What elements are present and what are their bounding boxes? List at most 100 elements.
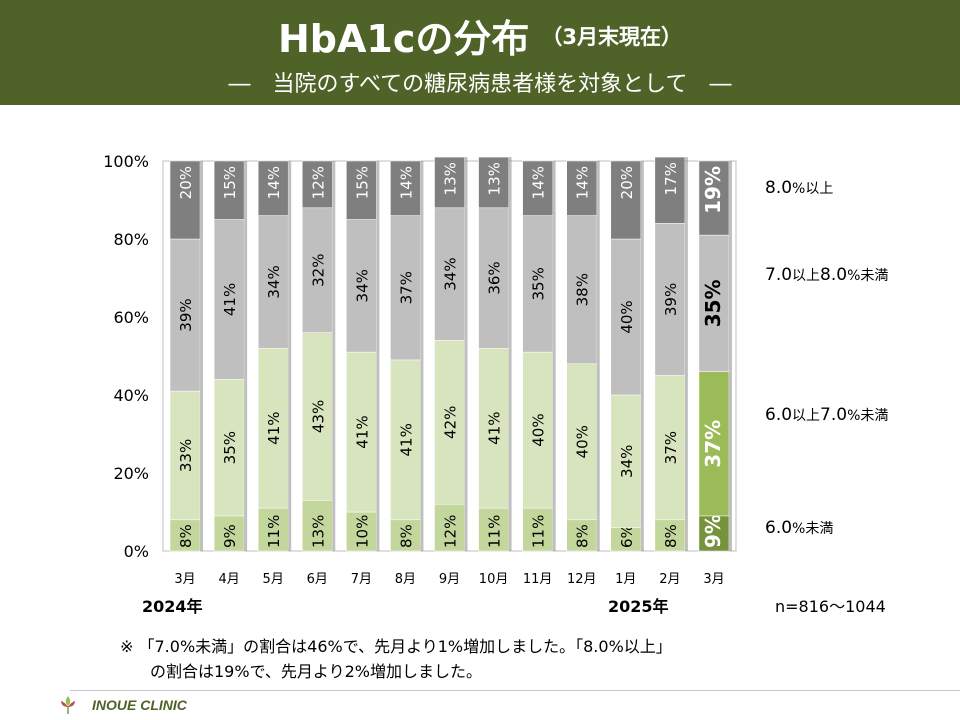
- bar-segment: [257, 507, 289, 552]
- y-tick-label: 40%: [113, 386, 149, 405]
- bar-value-label: 37%: [662, 431, 680, 464]
- bar-segment: [522, 351, 553, 509]
- bar-value-label: 11%: [265, 515, 283, 548]
- bar-shadow: [288, 161, 292, 216]
- bar-segment: [654, 519, 686, 552]
- clinic-logo-icon: [61, 696, 75, 714]
- bar-value-label: 34%: [353, 269, 371, 302]
- bar-segment: [169, 160, 201, 240]
- bar-value-label: 15%: [353, 166, 371, 199]
- legend-7to8-num2: 8.0: [820, 265, 848, 285]
- page-subtitle: ― 当院のすべての糖尿病患者様を対象として ―: [228, 72, 732, 97]
- bar-shadow: [332, 500, 336, 551]
- bar-segment: [698, 515, 730, 552]
- bar-value-label: 14%: [530, 166, 548, 199]
- bar-shadow: [728, 515, 732, 551]
- bar-shadow: [244, 515, 248, 551]
- legend-6to7: 6.0以上7.0%未満: [765, 405, 888, 425]
- bar-value-label: 41%: [397, 423, 415, 456]
- bar-shadow: [464, 340, 468, 505]
- bar-shadow: [332, 332, 336, 501]
- bar-value-label: 41%: [221, 283, 239, 316]
- bar-value-label: 43%: [309, 400, 327, 433]
- bar-shadow: [640, 527, 644, 551]
- summary-note: ※ 「7.0%未満」の割合は46%で、先月より1%増加しました。「8.0%以上」…: [120, 634, 672, 684]
- y-tick-label: 80%: [113, 230, 149, 249]
- bar-value-label: 37%: [701, 420, 725, 468]
- bar-value-label: 32%: [309, 254, 327, 287]
- bar-shadow: [508, 207, 512, 349]
- bar-shadow: [376, 512, 380, 551]
- bar-shadow: [552, 352, 556, 509]
- bar-shadow: [288, 508, 292, 551]
- clinic-name: INOUE CLINIC: [92, 697, 187, 713]
- bar-segment: [346, 511, 377, 552]
- bar-shadow: [684, 375, 688, 520]
- bar-shadow: [420, 161, 424, 216]
- bar-value-label: 8%: [177, 524, 195, 548]
- bar-value-label: 19%: [701, 166, 725, 214]
- bar-value-label: 38%: [574, 273, 592, 306]
- bar-segment: [302, 160, 333, 209]
- bar-shadow: [684, 223, 688, 376]
- bar-segment: [390, 359, 421, 521]
- bar-value-label: 13%: [486, 162, 504, 195]
- bar-value-label: 20%: [177, 166, 195, 199]
- bar-segment: [169, 519, 201, 552]
- bar-shadow: [376, 219, 380, 353]
- bar-segment: [302, 500, 333, 552]
- bar-value-label: 33%: [177, 439, 195, 472]
- bar-value-label: 14%: [265, 166, 283, 199]
- bar-value-label: 8%: [397, 524, 415, 548]
- footer-divider: [70, 690, 960, 691]
- bar-shadow: [728, 371, 732, 516]
- legend-6to7-num1: 6.0: [765, 405, 793, 425]
- bar-value-label: 40%: [618, 300, 636, 333]
- bar-shadow: [420, 215, 424, 360]
- bar-value-label: 40%: [574, 425, 592, 458]
- bar-segment: [390, 215, 421, 361]
- title-note: （3月末現在）: [541, 24, 682, 49]
- y-tick-label: 20%: [113, 464, 149, 483]
- x-tick-label: 3月: [174, 572, 195, 587]
- bar-segment: [566, 363, 597, 521]
- bar-segment: [698, 234, 730, 372]
- legend-7to8-mid: 以上: [792, 268, 821, 284]
- bar-value-label: 13%: [309, 515, 327, 548]
- header-banner: HbA1cの分布 （3月末現在） ― 当院のすべての糖尿病患者様を対象として ―: [0, 0, 960, 105]
- bar-shadow: [288, 348, 292, 509]
- bar-shadow: [596, 161, 600, 216]
- bar-shadow: [508, 508, 512, 551]
- stacked-bar-chart: 0% 20% 40% 60% 80% 100% 8% 33% 39% 20% 3月 9% 35% 41% 1…: [103, 152, 737, 587]
- x-tick-label: 12月: [567, 572, 597, 587]
- bar-value-label: 36%: [486, 261, 504, 294]
- bar-shadow: [464, 157, 468, 208]
- bar-value-label: 11%: [530, 515, 548, 548]
- bar-shadow: [464, 207, 468, 341]
- bar-value-label: 34%: [442, 257, 460, 290]
- bar-segment: [390, 160, 421, 216]
- bar-segment: [257, 215, 289, 349]
- bar-shadow: [288, 215, 292, 349]
- bar-segment: [698, 160, 730, 236]
- sample-size-label: n=816～1044: [775, 597, 886, 616]
- bar-segment: [302, 207, 333, 333]
- legend-7to8-num1: 7.0: [765, 265, 793, 285]
- bar-shadow: [376, 161, 380, 220]
- x-tick-label: 6月: [307, 572, 328, 587]
- bar-shadow: [552, 161, 556, 216]
- bar-segment: [698, 371, 730, 517]
- bar-value-label: 37%: [397, 271, 415, 304]
- bar-value-label: 41%: [353, 415, 371, 448]
- bar-shadow: [244, 219, 248, 380]
- bar-shadow: [552, 215, 556, 353]
- bar-value-label: 42%: [442, 406, 460, 439]
- bar-value-label: 39%: [662, 283, 680, 316]
- bar-segment: [213, 219, 245, 380]
- bar-shadow: [596, 519, 600, 551]
- bar-shadow: [640, 161, 644, 239]
- bar-segment: [654, 223, 686, 376]
- x-tick-label: 11月: [523, 572, 553, 587]
- bar-shadow: [596, 363, 600, 520]
- bar-shadow: [376, 352, 380, 512]
